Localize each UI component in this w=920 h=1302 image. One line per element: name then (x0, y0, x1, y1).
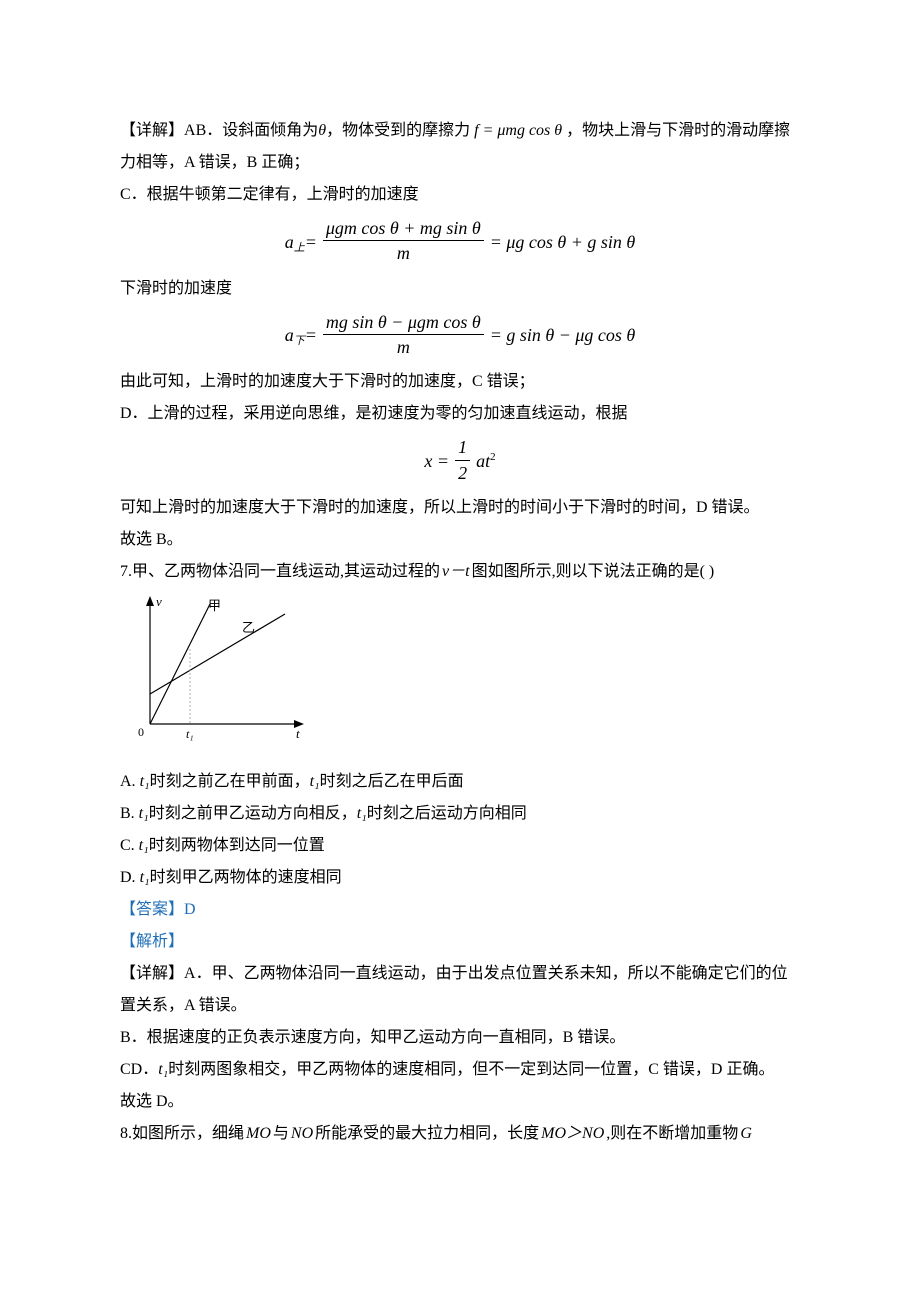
q6-c: C．根据牛顿第二定律有，上滑时的加速度 (120, 179, 800, 211)
q6-down-label: 下滑时的加速度 (120, 273, 800, 305)
svg-text:乙: 乙 (242, 620, 255, 635)
page: 【详解】AB．设斜面倾角为θ，物体受到的摩擦力f = μmg cos θ，物块上… (0, 0, 920, 1302)
svg-text:0: 0 (138, 725, 144, 739)
svg-text:甲: 甲 (208, 598, 221, 613)
q7-detail-b: B．根据速度的正负表示速度方向，知甲乙运动方向一直相同，B 错误。 (120, 1022, 800, 1054)
q7-answer: 【答案】D (120, 894, 800, 926)
q6-d-conclusion: 可知上滑时的加速度大于下滑时的加速度，所以上滑时的时间小于下滑时的时间，D 错误… (120, 492, 800, 524)
friction-formula: f = μmg cos θ (474, 122, 562, 139)
eq-x: x = 12 at2 (120, 436, 800, 486)
q6-c-conclusion: 由此可知，上滑时的加速度大于下滑时的加速度，C 错误； (120, 366, 800, 398)
q7-stem: 7.甲、乙两物体沿同一直线运动,其运动过程的v－t图如图所示,则以下说法正确的是… (120, 556, 800, 588)
q7-analysis-label: 【解析】 (120, 926, 800, 958)
vt-graph: v t 0 t₁ 甲乙 (120, 594, 800, 756)
q6-d: D．上滑的过程，采用逆向思维，是初速度为零的匀加速直线运动，根据 (120, 398, 800, 430)
eq-a-down: a下= mg sin θ − μgm cos θm = g sin θ − μg… (120, 311, 800, 361)
q6-ab: 【详解】AB．设斜面倾角为θ，物体受到的摩擦力f = μmg cos θ，物块上… (120, 115, 800, 179)
detail-label: 【详解】 (120, 122, 184, 139)
option-c: C. t₁时刻两物体到达同一位置 (120, 830, 800, 862)
svg-text:t₁: t₁ (186, 727, 194, 741)
q7-final: 故选 D。 (120, 1086, 800, 1118)
q8-stem: 8.如图所示，细绳MO与NO所能承受的最大拉力相同，长度MO＞NO,则在不断增加… (120, 1118, 800, 1150)
option-a: A. t₁时刻之前乙在甲前面，t₁时刻之后乙在甲后面 (120, 766, 800, 798)
vt-graph-svg: v t 0 t₁ 甲乙 (120, 594, 310, 744)
svg-text:v: v (156, 594, 162, 609)
option-d: D. t₁时刻甲乙两物体的速度相同 (120, 862, 800, 894)
q6-final: 故选 B。 (120, 524, 800, 556)
svg-text:t: t (296, 726, 300, 741)
q7-detail-cd: CD．t₁时刻两图象相交，甲乙两物体的速度相同，但不一定到达同一位置，C 错误，… (120, 1054, 800, 1086)
q7-detail-a: 【详解】A．甲、乙两物体沿同一直线运动，由于出发点位置关系未知，所以不能确定它们… (120, 958, 800, 1022)
eq-a-up: a上= μgm cos θ + mg sin θm = μg cos θ + g… (120, 217, 800, 267)
option-b: B. t₁时刻之前甲乙运动方向相反，t₁时刻之后运动方向相同 (120, 798, 800, 830)
